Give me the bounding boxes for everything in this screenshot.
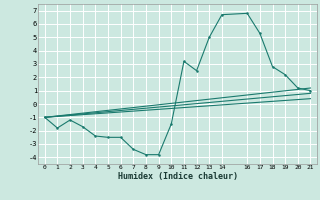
X-axis label: Humidex (Indice chaleur): Humidex (Indice chaleur)	[118, 172, 238, 181]
